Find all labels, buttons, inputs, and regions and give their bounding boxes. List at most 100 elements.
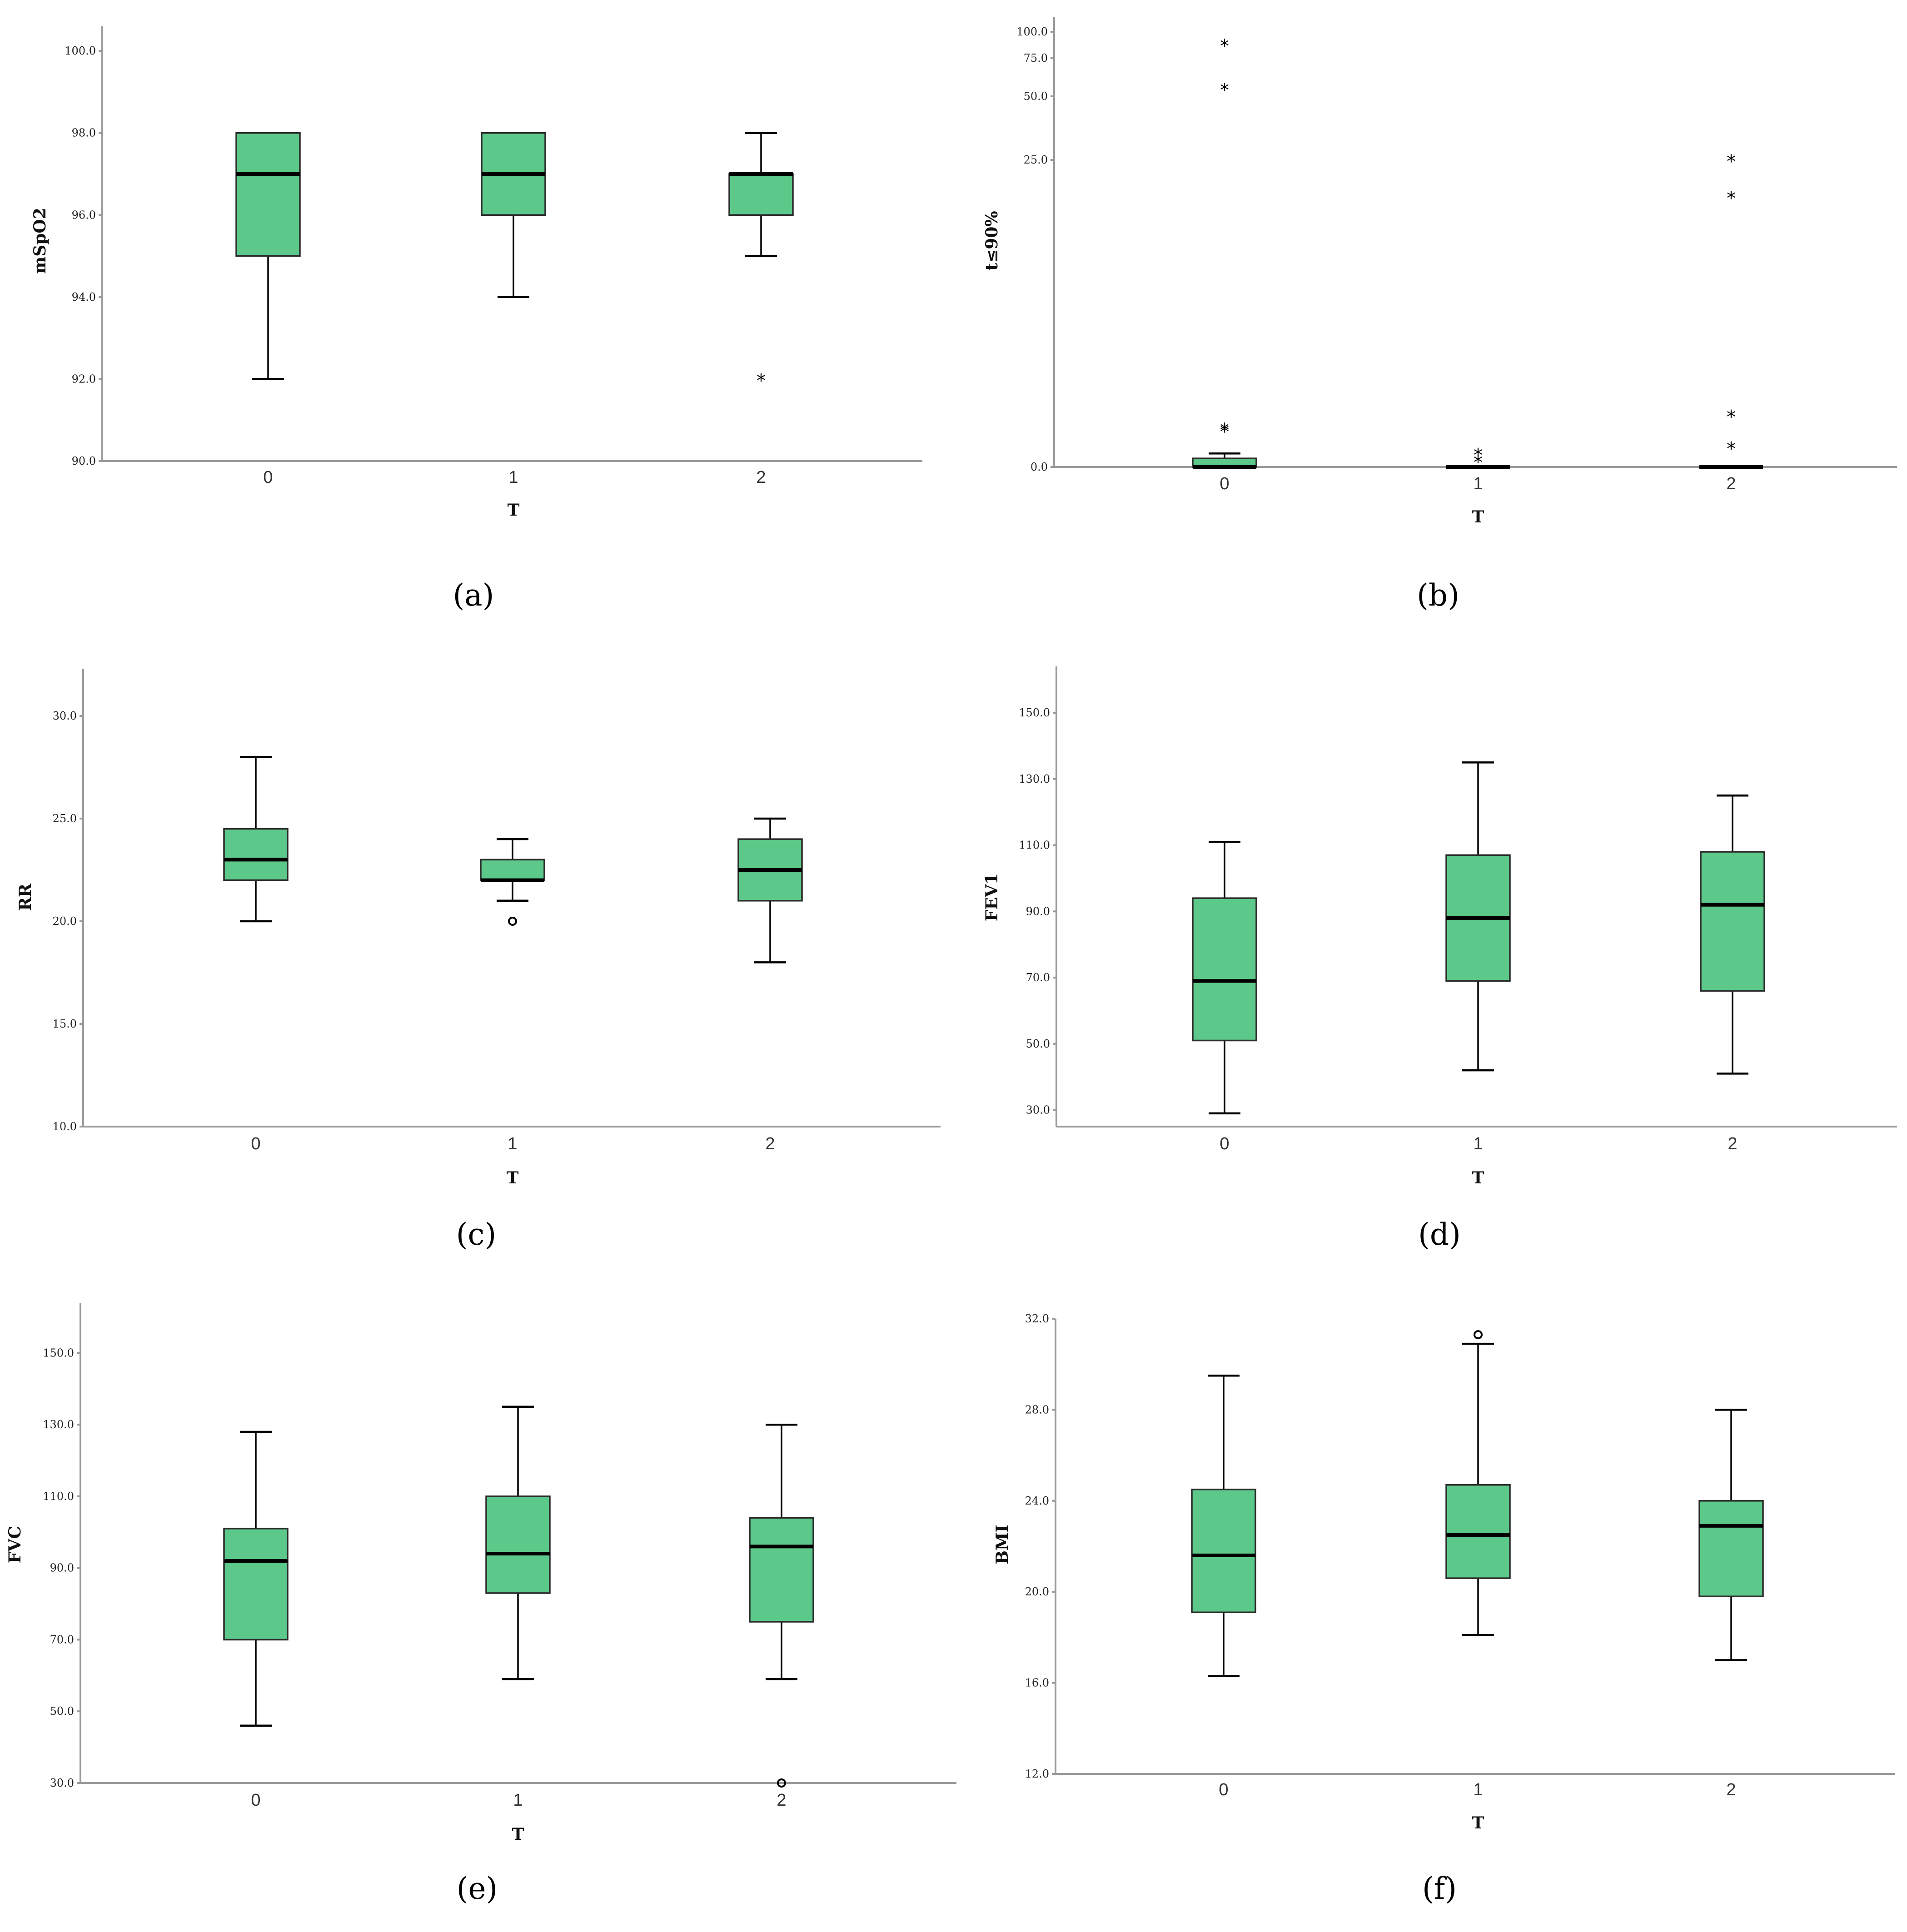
x-category-label: 0 <box>251 1134 260 1153</box>
y-tick-label: 24.0 <box>1025 1495 1049 1507</box>
x-axis-title: T <box>512 1825 524 1844</box>
y-tick-label: 12.0 <box>1025 1768 1049 1780</box>
box-group-1: ** <box>1446 445 1510 473</box>
y-tick-label: 94.0 <box>72 291 96 303</box>
box-group-0: **** <box>1192 36 1257 469</box>
x-category-label: 2 <box>1726 474 1736 493</box>
x-category-label: 2 <box>777 1791 786 1810</box>
y-tick-label: 25.0 <box>1024 154 1048 166</box>
x-category-label: 1 <box>1473 1134 1483 1153</box>
y-tick-label: 75.0 <box>1024 52 1048 65</box>
y-axis-title: FVC <box>5 1526 25 1563</box>
box-group-1 <box>485 1406 551 1680</box>
box-iqr <box>1698 1500 1764 1597</box>
box-iqr <box>1700 851 1765 992</box>
x-category-label: 0 <box>1220 1134 1229 1153</box>
y-tick-label: 28.0 <box>1025 1403 1049 1416</box>
y-tick-label: 150.0 <box>1019 706 1050 719</box>
panel-letter: (b) <box>1417 578 1459 613</box>
box-group-1 <box>480 838 545 926</box>
outlier-star-marker: * <box>1727 151 1736 172</box>
y-tick-label: 98.0 <box>72 127 96 139</box>
x-axis-title: T <box>507 1168 519 1187</box>
box-iqr <box>1192 897 1257 1042</box>
y-tick-label: 25.0 <box>53 812 77 825</box>
outlier-star-marker: * <box>1220 36 1229 57</box>
y-tick-label: 32.0 <box>1025 1312 1049 1325</box>
y-tick-label: 50.0 <box>50 1705 74 1718</box>
box-iqr <box>480 859 545 881</box>
box-group-2 <box>1698 1409 1764 1661</box>
box-group-1 <box>481 132 546 298</box>
y-tick-label: 100.0 <box>1016 25 1048 38</box>
x-axis-title: T <box>508 501 520 520</box>
box-group-2 <box>737 817 803 964</box>
outlier-star-marker: * <box>1474 445 1483 466</box>
outlier-circle-marker <box>508 916 517 926</box>
y-tick-label: 20.0 <box>1025 1585 1049 1598</box>
x-category-label: 1 <box>1473 1780 1483 1799</box>
outlier-star-marker: * <box>1727 188 1736 209</box>
y-tick-label: 70.0 <box>1026 971 1050 984</box>
box-group-2: * <box>728 132 794 391</box>
y-tick-label: 90.0 <box>72 455 96 467</box>
boxplot-panel-d: 30.0 50.0 70.0 90.0 110.0 130.0 150.0 0 1 2 T FEV1 (… <box>982 666 1897 1252</box>
y-tick-label: 90.0 <box>50 1562 74 1574</box>
x-category-label: 1 <box>508 468 518 487</box>
y-tick-label: 110.0 <box>1019 839 1050 852</box>
box-iqr <box>728 173 794 216</box>
y-tick-label: 10.0 <box>53 1120 77 1133</box>
y-tick-label: 30.0 <box>50 1777 74 1789</box>
outlier-circle-marker <box>777 1778 786 1788</box>
y-tick-label: 150.0 <box>43 1346 74 1359</box>
y-tick-label: 90.0 <box>1026 905 1050 918</box>
outlier-circle-marker <box>1474 1330 1483 1340</box>
box-group-0 <box>223 1430 289 1727</box>
y-axis-title: BMI <box>993 1525 1012 1564</box>
x-category-label: 0 <box>251 1791 260 1810</box>
y-tick-label: 96.0 <box>72 209 96 221</box>
boxplot-panel-c: 10.0 15.0 20.0 25.0 30.0 0 1 2 T RR (c) <box>16 669 941 1252</box>
y-axis-title: FEV1 <box>982 873 1001 921</box>
box-group-2 <box>749 1423 814 1788</box>
panel-letter: (d) <box>1418 1217 1461 1252</box>
outlier-star-marker: * <box>1727 439 1736 460</box>
x-category-label: 0 <box>263 468 273 487</box>
x-category-label: 2 <box>1728 1134 1737 1153</box>
y-axis-title: t≤90% <box>982 211 1001 270</box>
outlier-star-marker: * <box>1220 420 1229 441</box>
y-tick-label: 92.0 <box>72 372 96 385</box>
y-tick-label: 130.0 <box>1019 773 1050 785</box>
x-category-label: 1 <box>508 1134 517 1153</box>
box-iqr <box>223 1528 289 1641</box>
boxplot-panel-f: 12.0 16.0 20.0 24.0 28.0 32.0 0 1 2 T BMI (f) <box>993 1312 1895 1906</box>
box-iqr <box>1191 1489 1256 1614</box>
y-tick-label: 50.0 <box>1026 1038 1050 1050</box>
y-tick-label: 70.0 <box>50 1633 74 1646</box>
box-group-2 <box>1700 794 1765 1075</box>
box-iqr <box>235 132 301 257</box>
y-tick-label: 130.0 <box>43 1418 74 1431</box>
box-group-0 <box>223 756 289 923</box>
box-group-1 <box>1445 1330 1511 1636</box>
box-iqr <box>749 1517 814 1623</box>
y-tick-label: 30.0 <box>1026 1104 1050 1117</box>
outlier-star-marker: * <box>757 370 766 391</box>
x-category-label: 1 <box>1473 474 1483 493</box>
x-axis-title: T <box>1472 507 1484 526</box>
box-group-2: * * * * <box>1699 151 1763 469</box>
outlier-star-marker: * <box>1474 452 1483 473</box>
panel-letter: (f) <box>1422 1871 1457 1906</box>
x-category-label: 0 <box>1219 1780 1228 1799</box>
y-axis-title: mSpO2 <box>30 208 50 274</box>
box-iqr <box>485 1495 551 1594</box>
boxplot-panel-e: 30.0 50.0 70.0 90.0 110.0 130.0 150.0 0 1 2 T FVC (e… <box>5 1303 956 1906</box>
y-tick-label: 100.0 <box>65 45 96 57</box>
y-tick-label: 16.0 <box>1025 1677 1049 1689</box>
y-tick-label: 15.0 <box>53 1018 77 1030</box>
y-tick-label: 0.0 <box>1031 461 1048 473</box>
y-tick-label: 110.0 <box>43 1490 74 1503</box>
box-group-1 <box>1445 761 1511 1072</box>
